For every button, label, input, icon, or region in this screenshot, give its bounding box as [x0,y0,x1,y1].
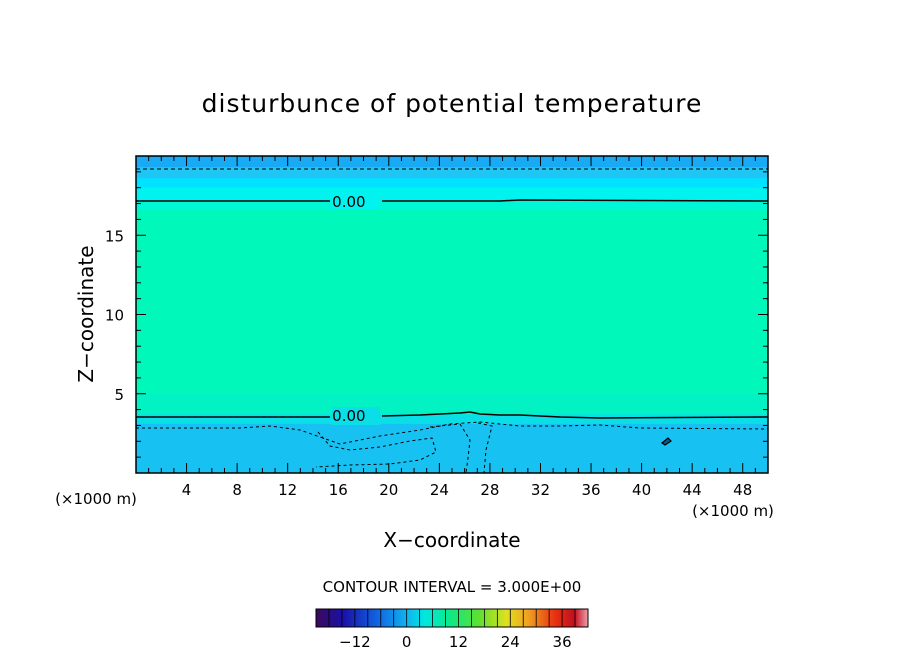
x-tick-label: 28 [480,481,499,499]
y-tick-labels: 5 10 15 [105,227,124,404]
colorbar-tick-label: −12 [339,633,371,651]
x-tick-label: 8 [232,481,242,499]
small-closed-contour [660,437,672,446]
y-axis-label: Z−coordinate [74,245,98,382]
colorbar-tick-label: 24 [501,633,520,651]
x-tick-label: 44 [683,481,702,499]
field-band-5 [136,209,768,395]
contour-label-bg-upper [332,191,380,209]
field-band-1 [136,167,768,179]
x-tick-labels: 4 8 12 16 20 24 28 32 36 40 44 48 [182,481,752,499]
y-tick-label: 5 [114,386,124,404]
colorbar-tick-label: 0 [402,633,412,651]
contour-label-lower: 0.00 [332,407,365,425]
x-tick-label: 12 [278,481,297,499]
x-unit-left: (×1000 m) [55,490,137,508]
x-tick-label: 16 [329,481,348,499]
field-band-0 [136,156,768,168]
contour-label-bg-lower [332,407,380,425]
x-tick-label: 48 [733,481,752,499]
y-tick-label: 15 [105,227,124,245]
y-tick-label: 10 [105,307,124,325]
negative-contour-cell [315,431,437,468]
contour-label-upper: 0.00 [332,193,365,211]
x-tick-label: 36 [581,481,600,499]
x-tick-label: 32 [531,481,550,499]
contour-interval: CONTOUR INTERVAL = 3.000E+00 [323,578,582,596]
field-band-3 [136,187,768,201]
colorbar-tick-label: 12 [449,633,468,651]
x-axis-label: X−coordinate [383,528,520,552]
x-tick-label: 4 [182,481,192,499]
field-band-7 [136,414,768,425]
field-band-4 [136,200,768,211]
x-unit-right: (×1000 m) [692,502,774,520]
field-band-6 [136,393,768,415]
colorbar-tick-label: 36 [553,633,572,651]
zero-contour-upper [136,199,768,202]
colorbar [315,608,589,628]
colorbar-labels: −12 0 12 24 36 [339,633,572,651]
contour-layer [136,168,768,473]
negative-contour-plume [429,422,493,473]
chart-title: disturbunce of potential temperature [202,89,703,118]
field-band-8 [136,423,768,473]
axis-ticks [136,156,768,473]
zero-contour-lower [136,411,768,419]
field-layer [136,156,768,473]
field-band-2 [136,178,768,189]
x-tick-label: 40 [632,481,651,499]
x-tick-label: 20 [379,481,398,499]
colorbar-ticks [328,609,576,627]
x-tick-label: 24 [430,481,449,499]
